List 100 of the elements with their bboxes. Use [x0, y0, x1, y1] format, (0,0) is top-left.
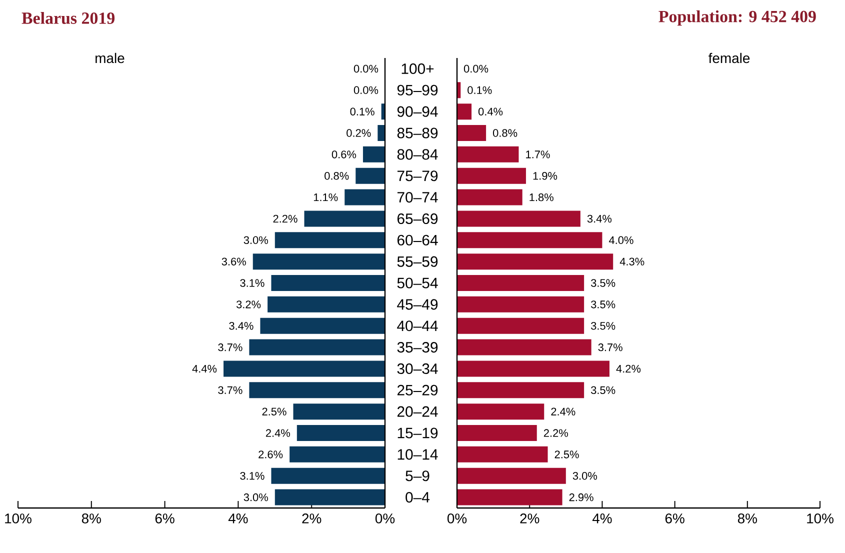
data-label: 3.1%	[240, 472, 264, 480]
data-label: 0.4%	[478, 108, 503, 116]
data-label: 3.5%	[591, 386, 616, 394]
data-label: 3.0%	[572, 472, 598, 480]
data-label: 4.2%	[616, 364, 641, 373]
text: female	[708, 52, 750, 64]
data-label: 3.2%	[236, 300, 261, 308]
data-label: 3.5%	[591, 322, 616, 330]
data-label: 1.9%	[533, 172, 558, 180]
data-label: 3.4%	[229, 322, 254, 330]
x-tick-label: 2%	[520, 514, 540, 524]
bar	[457, 489, 562, 506]
y-tick-label: 30–34	[397, 363, 438, 374]
y-tick-label: 0–4	[406, 492, 430, 503]
bar	[290, 446, 385, 462]
x-tick-label: 0%	[375, 514, 395, 524]
bar	[274, 232, 385, 248]
data-label: 0.8%	[324, 172, 349, 180]
data-label: 2.5%	[262, 408, 286, 416]
x-tick-label: 8%	[738, 514, 757, 524]
bar	[293, 404, 385, 420]
y-tick-label: 90–94	[397, 106, 438, 117]
data-label: 0.0%	[354, 86, 378, 94]
bar	[457, 360, 610, 377]
data-label: 3.7%	[218, 386, 242, 394]
y-tick-label: 15–19	[398, 428, 438, 438]
y-tick-label: 20–24	[397, 406, 438, 417]
data-label: 4.0%	[608, 236, 634, 244]
bar	[274, 489, 385, 506]
data-label: 3.0%	[244, 493, 268, 502]
bar	[457, 339, 592, 356]
bar	[457, 232, 602, 248]
bar	[271, 468, 385, 484]
data-label: 3.5%	[591, 279, 616, 287]
bar	[457, 210, 580, 227]
data-label: 1.8%	[530, 193, 554, 202]
data-label: 2.4%	[266, 429, 290, 437]
bar	[457, 189, 522, 206]
chart-subtitle: Population: 9 452 409	[658, 10, 816, 26]
y-tick-label: 100+	[402, 63, 434, 74]
text: male	[96, 52, 124, 64]
y-tick-label: 95–99	[397, 84, 438, 96]
x-tick-label: 8%	[82, 514, 101, 524]
data-label: 1.1%	[314, 193, 338, 202]
data-label: 0.2%	[346, 129, 371, 137]
bar	[457, 146, 519, 162]
data-label: 0.6%	[332, 150, 356, 158]
data-label: 2.5%	[554, 450, 579, 458]
data-label: 0.1%	[350, 108, 374, 116]
bar	[252, 254, 385, 270]
data-label: 2.2%	[544, 429, 568, 437]
y-tick-label: 25–29	[397, 384, 438, 396]
x-tick-label: 4%	[592, 514, 612, 524]
bar	[344, 189, 385, 206]
data-label: 3.6%	[222, 258, 246, 266]
bar	[457, 254, 614, 270]
bar	[249, 382, 385, 398]
bar	[457, 104, 472, 120]
bar	[362, 146, 385, 162]
x-tick-label: 10%	[5, 514, 32, 524]
bar	[457, 275, 584, 292]
data-label: 2.4%	[551, 408, 576, 416]
x-tick-label: 6%	[665, 514, 684, 524]
x-tick-label: 10%	[807, 514, 834, 524]
x-tick-label: 4%	[228, 514, 248, 524]
x-tick-label: 0%	[447, 514, 467, 524]
y-tick-label: 50–54	[397, 278, 438, 288]
bar	[304, 210, 385, 227]
data-label: 3.1%	[240, 279, 264, 287]
data-label: 3.4%	[587, 214, 612, 223]
y-tick-label: 75–79	[397, 170, 438, 182]
y-tick-label: 85–89	[397, 128, 438, 138]
bar	[296, 425, 385, 442]
data-label: 2.9%	[569, 493, 594, 502]
y-tick-label: 65–69	[397, 213, 438, 224]
bar	[356, 168, 385, 184]
data-label: 1.7%	[526, 150, 550, 158]
data-label: 3.0%	[244, 236, 268, 244]
y-tick-label: 35–39	[397, 342, 438, 353]
bar	[268, 296, 385, 312]
y-tick-label: 60–64	[397, 234, 438, 246]
data-label: 0.1%	[468, 86, 492, 94]
data-label: 0.0%	[464, 64, 488, 73]
y-tick-label: 40–44	[397, 320, 438, 332]
x-tick-label: 2%	[302, 514, 322, 524]
bar	[457, 296, 584, 312]
chart-title: Belarus 2019	[22, 12, 115, 24]
bar	[457, 404, 544, 420]
data-label: 0.8%	[492, 129, 518, 137]
data-label: 2.2%	[273, 214, 298, 223]
bar	[457, 168, 526, 184]
y-tick-label: 10–14	[398, 449, 438, 460]
data-label: 0.0%	[354, 64, 378, 73]
bar	[457, 425, 537, 442]
y-tick-label: 55–59	[397, 256, 438, 267]
bar	[260, 318, 385, 334]
y-tick-label: 70–74	[397, 192, 438, 203]
bar	[378, 125, 385, 142]
y-tick-label: 45–49	[397, 299, 438, 310]
data-label: 3.7%	[218, 343, 242, 352]
